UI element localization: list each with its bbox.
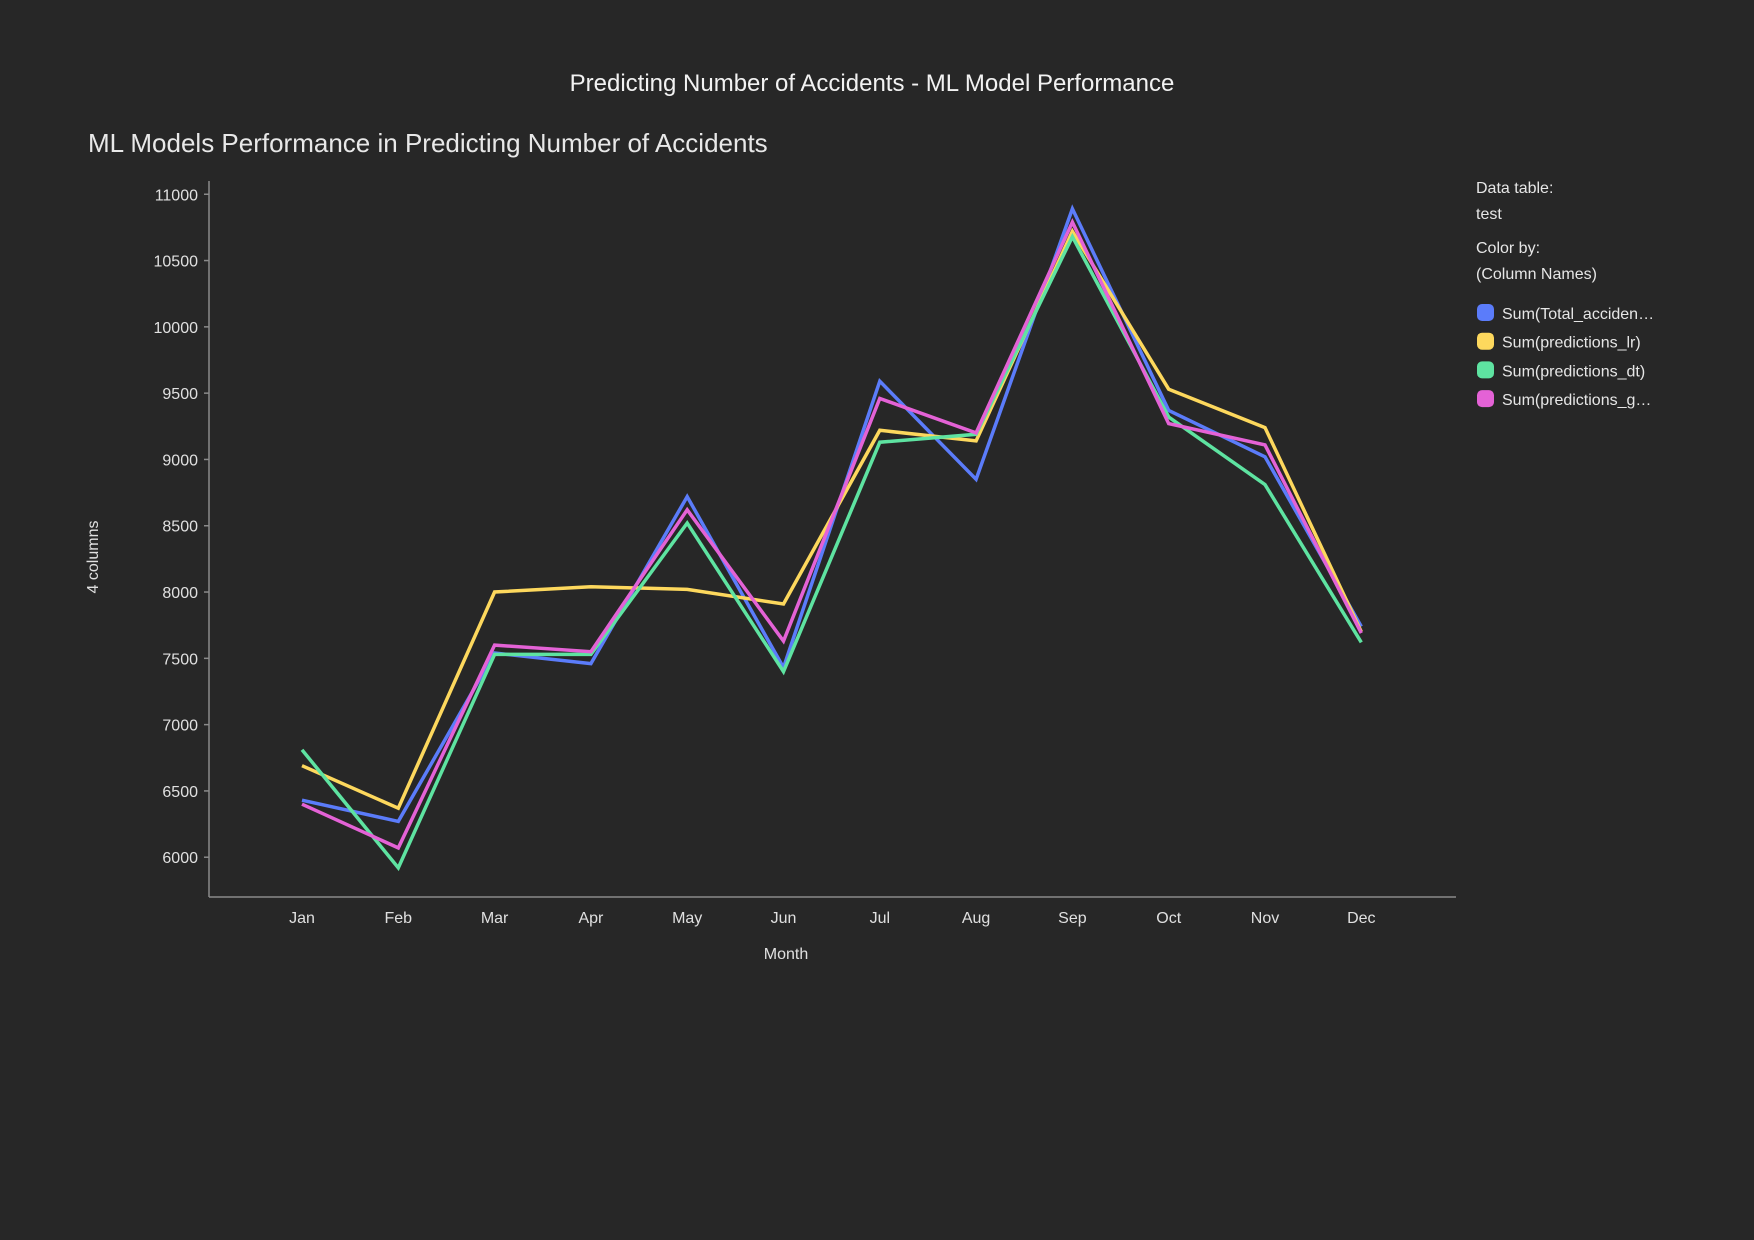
y-tick-label: 8500 [162, 519, 198, 536]
legend-color-by-value: (Column Names) [1476, 266, 1597, 283]
y-tick-label: 8000 [162, 585, 198, 602]
x-tick-label: Aug [962, 910, 990, 927]
x-tick-label: May [672, 910, 702, 927]
legend-data-table-value: test [1476, 206, 1502, 223]
legend-item[interactable]: Sum(predictions_g… [1477, 390, 1651, 409]
y-tick-label: 11000 [155, 187, 198, 204]
legend-label: Sum(predictions_lr) [1502, 335, 1641, 352]
x-axis-label: Month [764, 946, 808, 963]
legend-color-by-label: Color by: [1476, 240, 1540, 257]
legend-swatch [1477, 332, 1494, 350]
legend-swatch [1477, 390, 1494, 408]
series-line-3 [301, 217, 1363, 851]
x-tick-label: Jan [289, 910, 315, 927]
x-tick-label: Apr [578, 910, 604, 927]
x-axis-ticks: Jan Feb Mar Apr May Jun Jul Aug Sep Oct Nov Dec [289, 910, 1375, 927]
series-lines [300, 204, 1363, 872]
y-tick-label: 10000 [154, 320, 199, 337]
legend-items: Sum(Total_acciden… Sum(predictions_lr) Sum… [1477, 304, 1654, 409]
y-tick-label: 9500 [162, 386, 198, 403]
legend-label: Sum(predictions_g… [1502, 392, 1651, 409]
y-tick-label: 7500 [162, 651, 198, 668]
legend-label: Sum(predictions_dt) [1502, 363, 1645, 380]
legend-item[interactable]: Sum(Total_acciden… [1477, 304, 1654, 323]
page-title: Predicting Number of Accidents - ML Mode… [570, 70, 1175, 97]
legend-item[interactable]: Sum(predictions_lr) [1477, 332, 1641, 352]
legend-swatch [1477, 361, 1494, 379]
x-tick-label: Dec [1347, 910, 1375, 927]
x-tick-label: Nov [1251, 910, 1279, 927]
legend-label: Sum(Total_acciden… [1502, 306, 1654, 323]
legend-item[interactable]: Sum(predictions_dt) [1477, 361, 1645, 380]
x-tick-label: Oct [1156, 910, 1181, 927]
y-tick-label: 7000 [162, 718, 198, 735]
legend-data-table-label: Data table: [1476, 180, 1553, 197]
x-tick-label: Mar [481, 910, 509, 927]
y-axis-ticks: 6000 6500 7000 7500 8000 8500 9000 9500 10000 105… [154, 187, 209, 867]
y-tick-label: 6000 [162, 850, 198, 867]
series-line-2 [300, 232, 1363, 872]
x-tick-label: Feb [385, 910, 413, 927]
y-tick-label: 10500 [154, 254, 199, 271]
legend-swatch [1477, 304, 1494, 321]
legend: Data table: test Color by: (Column Names… [1476, 180, 1654, 409]
y-tick-label: 6500 [162, 784, 198, 801]
x-tick-label: Jun [771, 910, 797, 927]
y-tick-label: 9000 [162, 452, 198, 469]
y-axis-label: 4 columns [85, 521, 102, 594]
chart-title: ML Models Performance in Predicting Numb… [88, 128, 768, 158]
x-tick-label: Jul [870, 910, 890, 927]
x-tick-label: Sep [1058, 910, 1087, 927]
